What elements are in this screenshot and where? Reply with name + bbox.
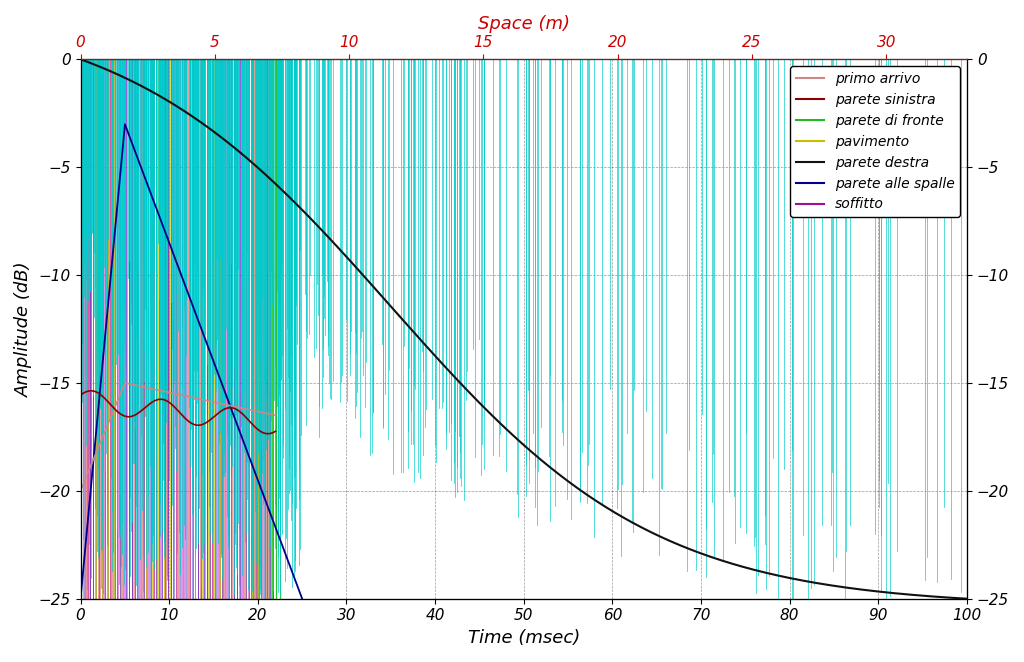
Legend: primo arrivo, parete sinistra, parete di fronte, pavimento, parete destra, paret: primo arrivo, parete sinistra, parete di… <box>791 66 961 217</box>
X-axis label: Time (msec): Time (msec) <box>468 629 580 647</box>
Y-axis label: Amplitude (dB): Amplitude (dB) <box>15 261 33 397</box>
X-axis label: Space (m): Space (m) <box>478 15 569 33</box>
